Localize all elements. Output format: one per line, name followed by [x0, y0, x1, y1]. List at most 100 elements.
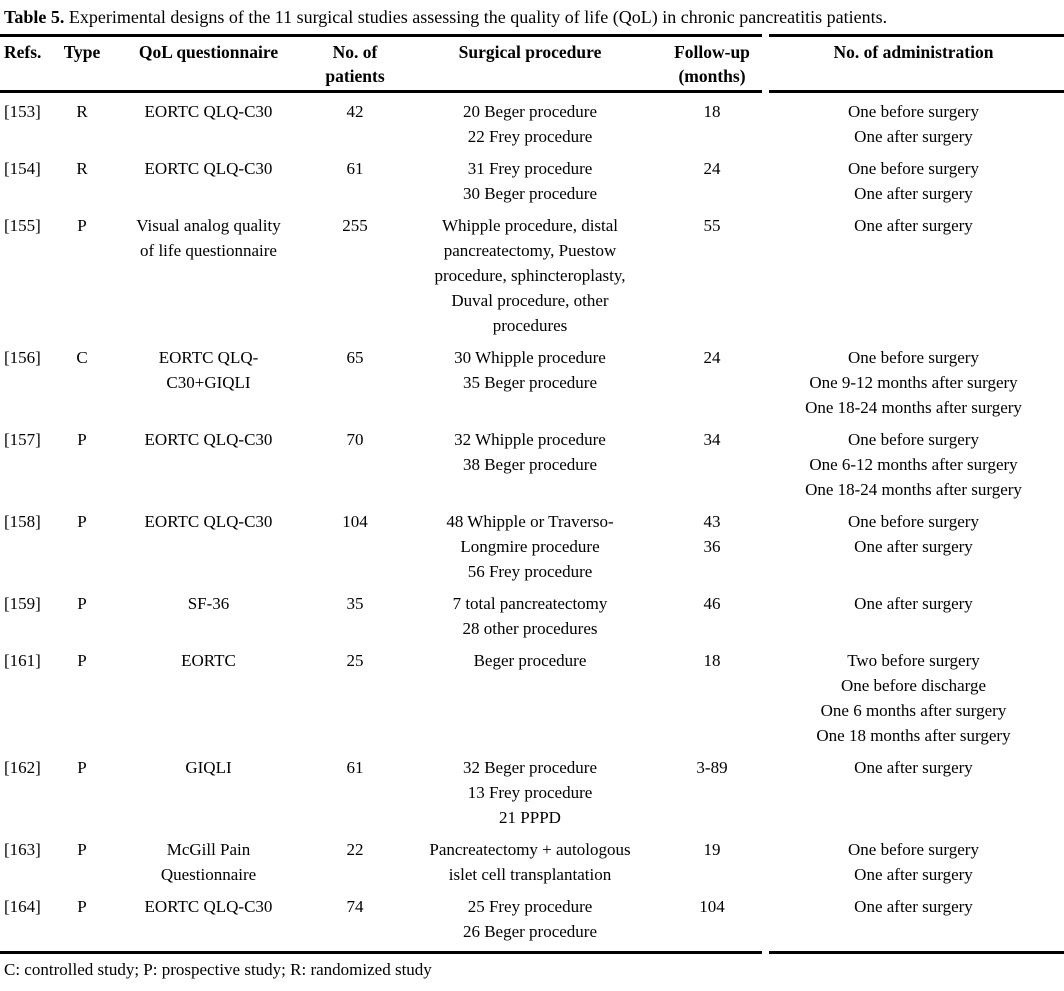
column-header-patients: No. of patients	[311, 40, 399, 88]
rule-header-gap	[762, 90, 769, 93]
cell-line: [156]	[4, 348, 41, 367]
cell-qol: EORTC QLQ-C30	[106, 156, 311, 181]
cell-line: 19	[703, 840, 721, 859]
cell-line: Refs.	[4, 42, 42, 62]
cell-line: Pancreatectomy + autologous	[429, 840, 631, 859]
cell-line: procedure, sphincteroplasty,	[434, 266, 626, 285]
cell-refs: [153]	[0, 99, 58, 124]
cell-line: One after surgery	[854, 127, 973, 146]
cell-line: 42	[346, 102, 364, 121]
cell-line: One 6-12 months after surgery	[809, 455, 1018, 474]
cell-line: 56 Frey procedure	[467, 562, 593, 581]
cell-qol: EORTC QLQ-C30	[106, 509, 311, 534]
cell-line: Two before surgery	[847, 651, 980, 670]
cell-line: 31 Frey procedure	[467, 159, 593, 178]
cell-followup: 55	[661, 213, 763, 238]
cell-patients: 104	[311, 509, 399, 534]
cell-line: 104	[699, 897, 725, 916]
cell-line: One before surgery	[848, 102, 979, 121]
cell-line: No. of administration	[833, 42, 994, 62]
cell-line: 55	[703, 216, 721, 235]
cell-line: One after surgery	[854, 594, 973, 613]
cell-followup: 24	[661, 156, 763, 181]
cell-line: EORTC QLQ-	[158, 348, 259, 367]
table-row: [156] C EORTC QLQ- C30+GIQLI 65 30 Whipple pr…	[0, 345, 1064, 420]
cell-line: SF-36	[187, 594, 230, 613]
cell-procedure: 31 Frey procedure 30 Beger procedure	[399, 156, 661, 206]
cell-line: 22	[346, 840, 364, 859]
cell-line: islet cell transplantation	[448, 865, 612, 884]
cell-line: 35	[346, 594, 364, 613]
cell-line: One after surgery	[854, 216, 973, 235]
cell-line: C	[76, 348, 88, 367]
cell-line: R	[76, 102, 88, 121]
cell-line: P	[77, 430, 87, 449]
cell-type: P	[58, 591, 106, 616]
cell-procedure: 32 Whipple procedure 38 Beger procedure	[399, 427, 661, 477]
cell-refs: [157]	[0, 427, 58, 452]
cell-procedure: 25 Frey procedure 26 Beger procedure	[399, 894, 661, 944]
cell-line: 25	[346, 651, 364, 670]
cell-line: Longmire procedure	[460, 537, 600, 556]
cell-qol: EORTC QLQ-C30	[106, 894, 311, 919]
cell-line: 61	[346, 758, 364, 777]
cell-admin: One after surgery	[763, 755, 1064, 780]
cell-line: 7 total pancreatectomy	[452, 594, 608, 613]
cell-line: [154]	[4, 159, 41, 178]
cell-line: One before surgery	[848, 430, 979, 449]
table-row: [161] P EORTC 25 Beger procedure 18 Two before…	[0, 648, 1064, 748]
rule-top-right-segment	[769, 34, 1064, 37]
cell-line: Follow-up	[674, 42, 750, 62]
column-header-qol: QoL questionnaire	[106, 40, 311, 64]
rule-header-right-segment	[769, 90, 1064, 93]
cell-line: 25 Frey procedure	[467, 897, 593, 916]
cell-line: 24	[703, 159, 721, 178]
cell-procedure: 48 Whipple or Traverso- Longmire procedur…	[399, 509, 661, 584]
cell-line: One after surgery	[854, 184, 973, 203]
cell-line: EORTC QLQ-C30	[144, 102, 273, 121]
cell-line: 24	[703, 348, 721, 367]
cell-line: 18	[703, 651, 721, 670]
cell-line: procedures	[492, 316, 568, 335]
cell-line: 35 Beger procedure	[462, 373, 598, 392]
cell-refs: [158]	[0, 509, 58, 534]
table-row: [159] P SF-36 35 7 total pancreatectomy 28 ot…	[0, 591, 1064, 641]
cell-qol: EORTC QLQ- C30+GIQLI	[106, 345, 311, 395]
cell-line: EORTC QLQ-C30	[144, 897, 273, 916]
cell-line: Whipple procedure, distal	[441, 216, 619, 235]
cell-line: Surgical procedure	[458, 42, 602, 62]
cell-line: 46	[703, 594, 721, 613]
cell-procedure: 32 Beger procedure 13 Frey procedure 21 PP…	[399, 755, 661, 830]
rule-top	[0, 34, 1064, 37]
cell-qol: McGill Pain Questionnaire	[106, 837, 311, 887]
cell-admin: One before surgery One after surgery	[763, 156, 1064, 206]
cell-type: P	[58, 509, 106, 534]
cell-procedure: Beger procedure	[399, 648, 661, 673]
cell-type: P	[58, 213, 106, 238]
cell-line: [157]	[4, 430, 41, 449]
cell-line: 30 Whipple procedure	[454, 348, 606, 367]
cell-refs: [155]	[0, 213, 58, 238]
cell-line: [155]	[4, 216, 41, 235]
cell-followup: 19	[661, 837, 763, 862]
cell-type: R	[58, 99, 106, 124]
cell-line: EORTC QLQ-C30	[144, 512, 273, 531]
cell-refs: [161]	[0, 648, 58, 673]
cell-line: 21 PPPD	[499, 808, 561, 827]
cell-followup: 34	[661, 427, 763, 452]
cell-line: [158]	[4, 512, 41, 531]
cell-line: [153]	[4, 102, 41, 121]
cell-line: One 18 months after surgery	[816, 726, 1011, 745]
cell-line: P	[77, 758, 87, 777]
cell-line: Beger procedure	[473, 651, 587, 670]
cell-admin: One before surgery One 6-12 months after …	[763, 427, 1064, 502]
table-row: [157] P EORTC QLQ-C30 70 32 Whipple procedur…	[0, 427, 1064, 502]
cell-procedure: 7 total pancreatectomy 28 other procedure…	[399, 591, 661, 641]
cell-admin: One after surgery	[763, 213, 1064, 238]
rule-header-left-segment	[0, 90, 762, 93]
cell-admin: One after surgery	[763, 591, 1064, 616]
cell-line: One after surgery	[854, 865, 973, 884]
cell-line: One before surgery	[848, 512, 979, 531]
cell-procedure: 20 Beger procedure 22 Frey procedure	[399, 99, 661, 149]
